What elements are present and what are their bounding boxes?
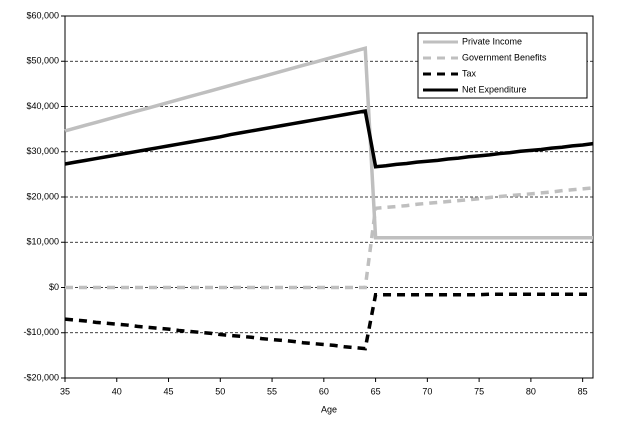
x-tick-label: 40	[112, 386, 122, 396]
legend-label: Tax	[462, 68, 477, 78]
legend-label: Government Benefits	[462, 52, 547, 62]
x-tick-label: 60	[319, 386, 329, 396]
x-tick-label: 35	[60, 386, 70, 396]
y-tick-label: -$20,000	[23, 372, 59, 382]
x-tick-label: 70	[422, 386, 432, 396]
legend-box	[417, 32, 588, 99]
y-tick-label: $40,000	[26, 101, 59, 111]
y-tick-label: $10,000	[26, 237, 59, 247]
y-tick-label: $50,000	[26, 56, 59, 66]
x-tick-label: 45	[164, 386, 174, 396]
x-tick-label: 80	[526, 386, 536, 396]
x-tick-label: 75	[474, 386, 484, 396]
y-tick-label: $60,000	[26, 10, 59, 20]
series-line	[64, 292, 593, 351]
x-tick-label: 85	[578, 386, 588, 396]
y-tick-label: $20,000	[26, 191, 59, 201]
x-tick-label: 55	[267, 386, 277, 396]
x-axis-label: Age	[321, 404, 337, 414]
plot-border	[64, 15, 594, 379]
x-tick-label: 65	[371, 386, 381, 396]
y-tick-label: $0	[49, 282, 59, 292]
legend-label: Net Expenditure	[462, 84, 527, 94]
legend-label: Private Income	[462, 36, 522, 46]
series-line	[64, 109, 594, 169]
x-tick-label: 50	[215, 386, 225, 396]
y-tick-label: -$10,000	[23, 327, 59, 337]
series-line	[64, 45, 593, 240]
series-line	[65, 186, 594, 290]
y-tick-label: $30,000	[26, 146, 59, 156]
